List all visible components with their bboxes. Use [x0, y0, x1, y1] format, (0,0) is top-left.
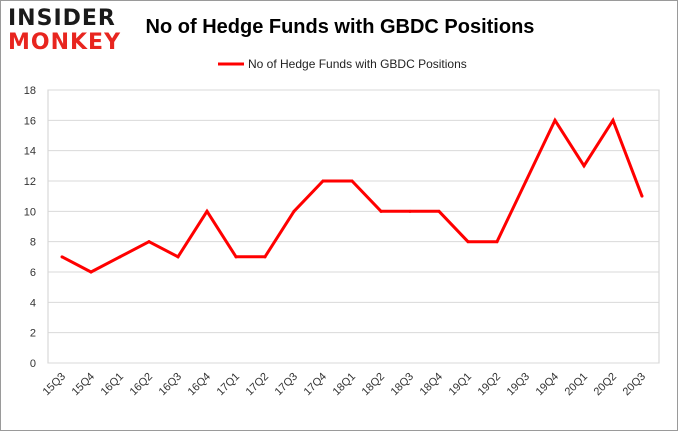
data-point-19Q4	[553, 118, 557, 122]
y-tick-label-4: 4	[30, 297, 36, 309]
y-tick-label-0: 0	[30, 358, 36, 370]
x-tick-label-20Q1: 20Q1	[563, 371, 591, 399]
series-line-0	[61, 116, 644, 274]
x-tick-label-15Q4: 15Q4	[70, 371, 98, 399]
data-point-16Q1	[118, 255, 122, 259]
data-point-20Q3	[640, 194, 644, 198]
data-point-19Q1	[466, 240, 470, 244]
x-tick-label-19Q3: 19Q3	[505, 371, 533, 399]
data-point-16Q4	[205, 209, 209, 213]
x-tick-label-17Q3: 17Q3	[273, 371, 301, 399]
data-point-17Q1	[234, 255, 238, 259]
x-tick-label-19Q2: 19Q2	[476, 371, 504, 399]
data-point-18Q3	[408, 209, 412, 213]
y-tick-label-10: 10	[24, 206, 36, 218]
x-tick-label-19Q4: 19Q4	[534, 371, 562, 399]
data-point-16Q3	[176, 255, 180, 259]
x-tick-label-15Q3: 15Q3	[41, 371, 69, 399]
logo-line-1: INSIDER	[8, 6, 116, 31]
data-point-18Q2	[379, 209, 383, 213]
data-point-19Q2	[495, 240, 499, 244]
x-tick-label-16Q4: 16Q4	[186, 371, 214, 399]
insider-monkey-logo: INSIDER MONKEY	[8, 6, 126, 56]
x-tick-label-17Q1: 17Q1	[215, 371, 243, 399]
data-point-18Q4	[437, 209, 441, 213]
logo-line-2: MONKEY	[8, 30, 122, 55]
y-tick-label-2: 2	[30, 328, 36, 340]
data-point-19Q3	[524, 179, 528, 183]
x-tick-label-18Q3: 18Q3	[389, 371, 417, 399]
data-point-15Q4	[89, 270, 93, 274]
data-point-20Q2	[611, 118, 615, 122]
x-tick-label-18Q4: 18Q4	[418, 371, 446, 399]
x-tick-label-16Q3: 16Q3	[157, 371, 185, 399]
y-tick-label-14: 14	[24, 146, 36, 158]
y-tick-label-8: 8	[30, 237, 36, 249]
x-tick-label-18Q1: 18Q1	[331, 371, 359, 399]
legend-label-0: No of Hedge Funds with GBDC Positions	[248, 57, 467, 71]
x-tick-label-16Q1: 16Q1	[99, 371, 127, 399]
x-tick-label-17Q2: 17Q2	[244, 371, 272, 399]
data-point-15Q3	[60, 255, 64, 259]
data-point-20Q1	[582, 164, 586, 168]
x-tick-label-18Q2: 18Q2	[360, 371, 388, 399]
chart-title: No of Hedge Funds with GBDC Positions	[145, 16, 535, 38]
x-tick-label-17Q4: 17Q4	[302, 371, 330, 399]
data-point-18Q1	[350, 179, 354, 183]
y-tick-label-16: 16	[24, 115, 36, 127]
y-tick-label-6: 6	[30, 267, 36, 279]
y-tick-label-18: 18	[24, 85, 36, 97]
x-tick-label-19Q1: 19Q1	[447, 371, 475, 399]
y-tick-label-12: 12	[24, 176, 36, 188]
x-tick-label-16Q2: 16Q2	[128, 371, 156, 399]
data-point-17Q3	[292, 209, 296, 213]
data-point-16Q2	[147, 240, 151, 244]
data-point-17Q4	[321, 179, 325, 183]
x-tick-label-20Q2: 20Q2	[592, 371, 620, 399]
x-tick-label-20Q3: 20Q3	[621, 371, 649, 399]
plot-area	[47, 89, 660, 364]
data-point-17Q2	[263, 255, 267, 259]
